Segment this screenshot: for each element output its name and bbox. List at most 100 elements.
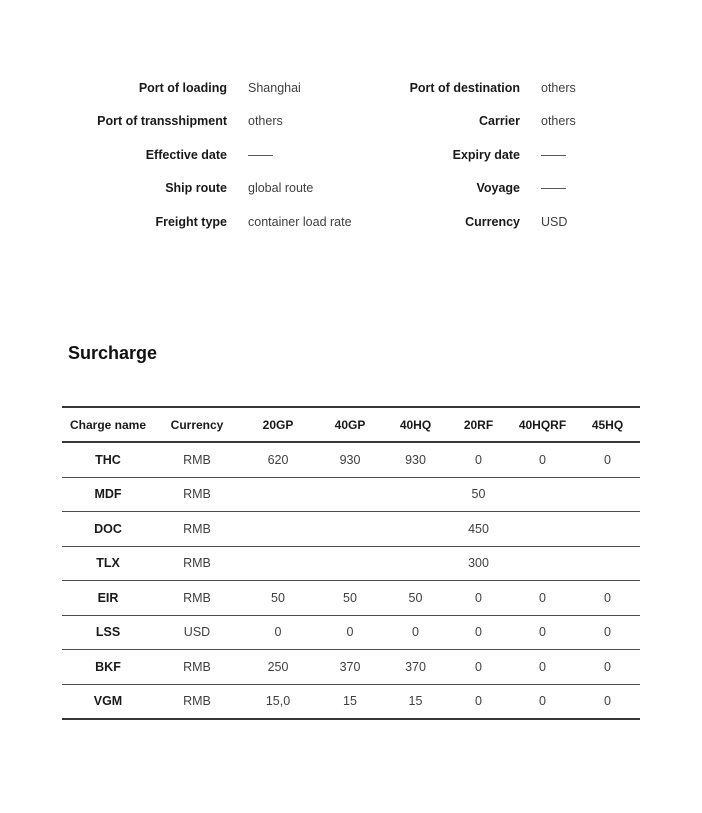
rate-cell — [240, 511, 316, 547]
surcharge-table-body: THC RMB 620 930 930 0 0 0 MDF RMB 50 DOC RMB 450 TLX RM… — [62, 442, 640, 719]
charge-name-cell: THC — [62, 442, 154, 478]
rate-cell — [510, 511, 575, 547]
surcharge-section-title: Surcharge — [68, 343, 158, 363]
rate-cell — [510, 477, 575, 512]
freight-type-label: Freight type — [155, 214, 227, 229]
surcharge-table-head: Charge name Currency 20GP 40GP 40HQ 20RF 40HQR… — [62, 407, 640, 443]
surcharge-table-header-row: Charge name Currency 20GP 40GP 40HQ 20RF 40HQR… — [62, 407, 640, 443]
currency-label: Currency — [465, 214, 520, 229]
charge-name-cell: VGM — [93, 694, 123, 709]
effective-date-label: Effective date — [145, 147, 227, 162]
column-header: 20RF — [447, 407, 510, 443]
table-row: TLX RMB 300 — [62, 546, 640, 581]
carrier-label: Carrier — [479, 114, 520, 129]
rate-cell: 930 — [384, 442, 447, 478]
column-header: 40HQRF — [510, 407, 575, 443]
column-header: 45HQ — [575, 407, 640, 443]
rate-cell: 0 — [447, 580, 510, 616]
rate-cell: 0 — [447, 442, 510, 478]
rate-cell: 300 — [447, 546, 510, 581]
rate-cell: 250 — [240, 649, 316, 685]
surcharge-table: Charge name Currency 20GP 40GP 40HQ 20RF 40HQR… — [62, 406, 640, 720]
table-row: THC RMB 620 930 930 0 0 0 — [62, 442, 640, 478]
table-row: BKF RMB 250 370 370 0 0 0 — [62, 649, 640, 685]
rate-cell: 450 — [447, 511, 510, 547]
rate-cell: 0 — [510, 649, 575, 685]
rate-cell — [316, 546, 384, 581]
rate-cell: 50 — [384, 580, 447, 616]
rate-cell — [510, 546, 575, 581]
port-of-transshipment-value: others — [248, 114, 283, 129]
column-header: 40HQ — [384, 407, 447, 443]
voyage-label: Voyage — [476, 181, 520, 196]
column-header: 20GP — [240, 407, 316, 443]
rate-cell: 0 — [575, 580, 640, 616]
table-row: VGM RMB 15,0 15 15 0 0 0 — [62, 684, 640, 719]
charge-name-cell: MDF — [62, 477, 154, 512]
expiry-date-label: Expiry date — [452, 147, 520, 162]
currency-cell: RMB — [154, 442, 240, 478]
rate-cell: 0 — [575, 442, 640, 478]
rate-cell — [575, 477, 640, 512]
rate-cell: 0 — [447, 615, 510, 650]
shipment-details: Port of loading Shanghai Port of destina… — [0, 71, 702, 239]
rate-cell — [384, 511, 447, 547]
port-of-loading-label: Port of loading — [138, 80, 227, 95]
ship-route-value: global route — [248, 181, 314, 196]
rate-cell: 0 — [510, 442, 575, 478]
currency-cell: RMB — [154, 477, 240, 512]
charge-name-cell: DOC — [62, 511, 154, 547]
rate-cell — [384, 546, 447, 581]
rate-cell: 0 — [539, 694, 546, 709]
rate-cell — [316, 477, 384, 512]
rate-cell — [240, 477, 316, 512]
expiry-date-value: —— — [541, 147, 566, 162]
port-of-transshipment-label: Port of transshipment — [97, 114, 227, 129]
rate-cell — [575, 546, 640, 581]
ship-route-label: Ship route — [165, 181, 227, 196]
currency-cell: RMB — [183, 694, 211, 709]
rate-cell: 0 — [447, 649, 510, 685]
rate-cell — [575, 511, 640, 547]
rate-cell: 15 — [408, 694, 423, 709]
port-of-destination-label: Port of destination — [409, 80, 520, 95]
port-of-destination-value: others — [541, 80, 576, 95]
column-header: Charge name — [62, 407, 154, 443]
table-row: LSS USD 0 0 0 0 0 0 — [62, 615, 640, 650]
rate-cell: 370 — [316, 649, 384, 685]
rate-cell: 0 — [510, 580, 575, 616]
rate-cell: 0 — [475, 694, 482, 709]
rate-cell: 0 — [604, 694, 611, 709]
rate-cell — [240, 546, 316, 581]
rate-cell: 0 — [240, 615, 316, 650]
rate-cell: 50 — [447, 477, 510, 512]
rate-cell: 50 — [240, 580, 316, 616]
column-header: Currency — [154, 407, 240, 443]
table-row: MDF RMB 50 — [62, 477, 640, 512]
currency-cell: RMB — [154, 546, 240, 581]
rate-cell — [316, 511, 384, 547]
table-row: EIR RMB 50 50 50 0 0 0 — [62, 580, 640, 616]
charge-name-cell: LSS — [62, 615, 154, 650]
carrier-value: others — [541, 114, 576, 129]
charge-name-cell: TLX — [62, 546, 154, 581]
rate-cell — [384, 477, 447, 512]
rate-cell: 0 — [575, 615, 640, 650]
port-of-loading-value: Shanghai — [248, 80, 301, 95]
currency-cell: RMB — [154, 649, 240, 685]
rate-cell: 0 — [384, 615, 447, 650]
currency-cell: RMB — [154, 511, 240, 547]
column-header: 40GP — [316, 407, 384, 443]
rate-cell: 620 — [240, 442, 316, 478]
charge-name-cell: EIR — [62, 580, 154, 616]
rate-cell: 0 — [575, 649, 640, 685]
rate-cell: 15 — [343, 694, 357, 709]
effective-date-value: —— — [248, 147, 273, 162]
rate-cell: 15,0 — [265, 694, 291, 709]
voyage-value: —— — [541, 181, 566, 196]
rate-cell: 0 — [316, 615, 384, 650]
currency-cell: RMB — [154, 580, 240, 616]
rate-cell: 0 — [510, 615, 575, 650]
charge-name-cell: BKF — [62, 649, 154, 685]
rate-cell: 370 — [384, 649, 447, 685]
